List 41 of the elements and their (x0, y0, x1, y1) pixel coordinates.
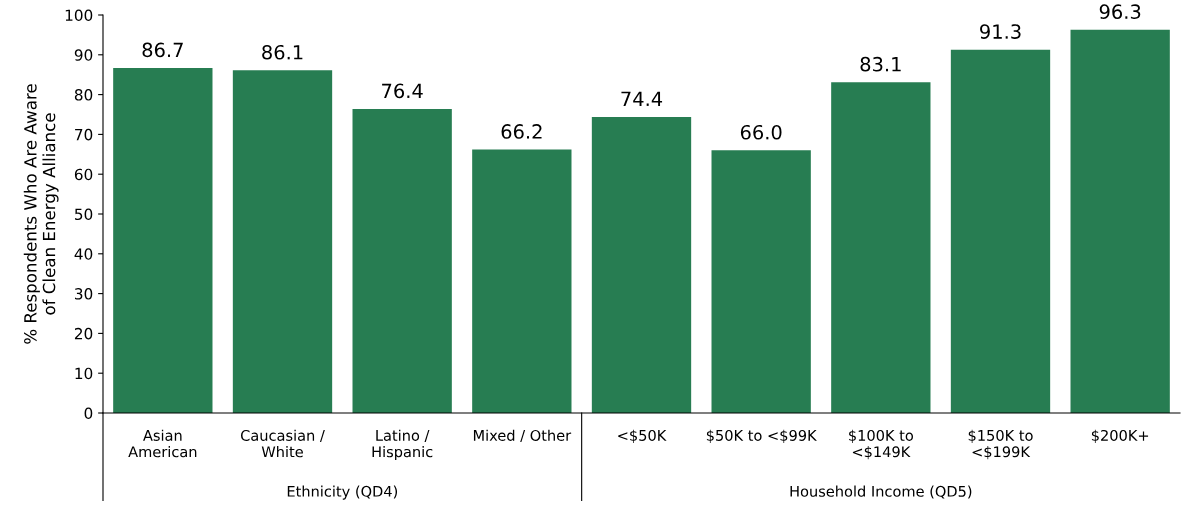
x-tick-label: Asian American (128, 429, 197, 458)
y-tick-label: 20 (74, 327, 93, 340)
bar (1070, 29, 1170, 413)
y-tick-label: 10 (75, 367, 93, 380)
bar (711, 150, 811, 413)
data-label: 83.1 (860, 56, 901, 72)
data-label: 74.4 (621, 91, 663, 106)
data-label: 86.1 (262, 44, 303, 60)
x-tick-label: $150K to <$199K (968, 429, 1033, 460)
y-tick-label: 40 (74, 248, 93, 260)
x-tick-label: <$50K (618, 429, 667, 443)
y-tick-label: 70 (75, 128, 93, 141)
data-label: 91.3 (980, 24, 1021, 39)
x-tick-label: $100K to <$149K (849, 429, 914, 460)
x-tick-label: $50K to <$99K (706, 429, 817, 443)
bar (950, 49, 1051, 413)
y-tick-label: 100 (65, 9, 93, 22)
data-label: 76.4 (382, 83, 423, 99)
text: Ethnicity (QD4) (287, 485, 398, 500)
bar (591, 116, 692, 413)
x-tick-label: $200K+ (1091, 429, 1149, 443)
x-tick-label: Mixed / Other (473, 429, 572, 443)
y-axis-title: % Respondents Who Are Aware of Clean Energy Alliance (23, 84, 59, 344)
x-tick-label: Latino / Hispanic (372, 429, 433, 461)
bar (831, 82, 931, 413)
x-tick-label: Caucasian / White (240, 429, 325, 458)
text: Household Income (QD5) (790, 485, 972, 499)
data-label: 96.3 (1099, 4, 1141, 20)
y-tick-label: 50 (75, 208, 93, 221)
y-tick-label: 30 (75, 288, 93, 300)
bar (472, 149, 572, 413)
y-tick-label: 60 (74, 168, 93, 181)
data-label: 86.7 (142, 42, 183, 58)
data-label: 66.2 (501, 124, 542, 139)
bar (113, 67, 213, 413)
y-tick-label: 80 (74, 89, 93, 101)
y-tick-label: 0 (84, 407, 93, 420)
data-label: 66.0 (740, 124, 782, 140)
bar (232, 70, 333, 413)
y-tick-label: 90 (74, 49, 93, 61)
bar (352, 108, 452, 413)
